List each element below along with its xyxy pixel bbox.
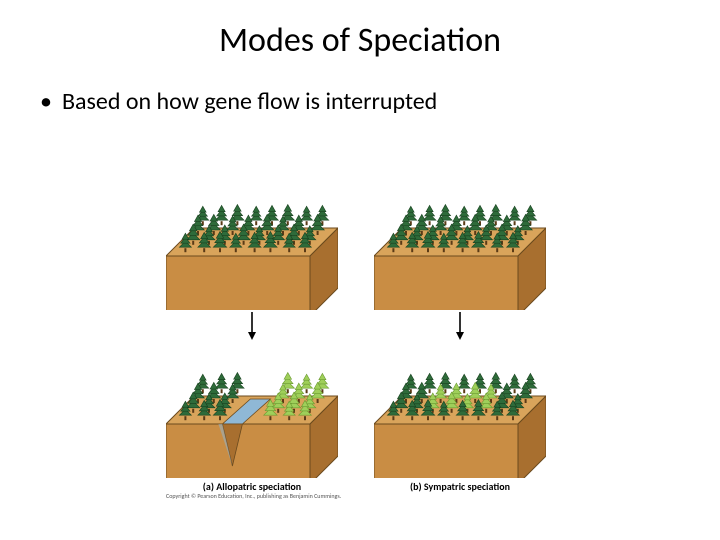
panel-b-bottom [374, 348, 546, 478]
bullet-marker: • [40, 87, 52, 116]
speciation-figure: (a) Allopatric speciation (b) Sympatric … [166, 180, 556, 500]
panel-a-bottom [166, 348, 338, 478]
caption-b: (b) Sympatric speciation [374, 480, 546, 493]
bullet-text: Based on how gene flow is interrupted [62, 87, 437, 116]
copyright-text: Copyright © Pearson Education, Inc., pub… [166, 492, 341, 500]
slide-title: Modes of Speciation [0, 0, 720, 87]
arrow-down-icon [247, 312, 257, 342]
panel-b-top [374, 180, 546, 310]
arrow-down-icon [455, 312, 465, 342]
panel-a-top [166, 180, 338, 310]
bullet-item: • Based on how gene flow is interrupted [0, 87, 720, 116]
